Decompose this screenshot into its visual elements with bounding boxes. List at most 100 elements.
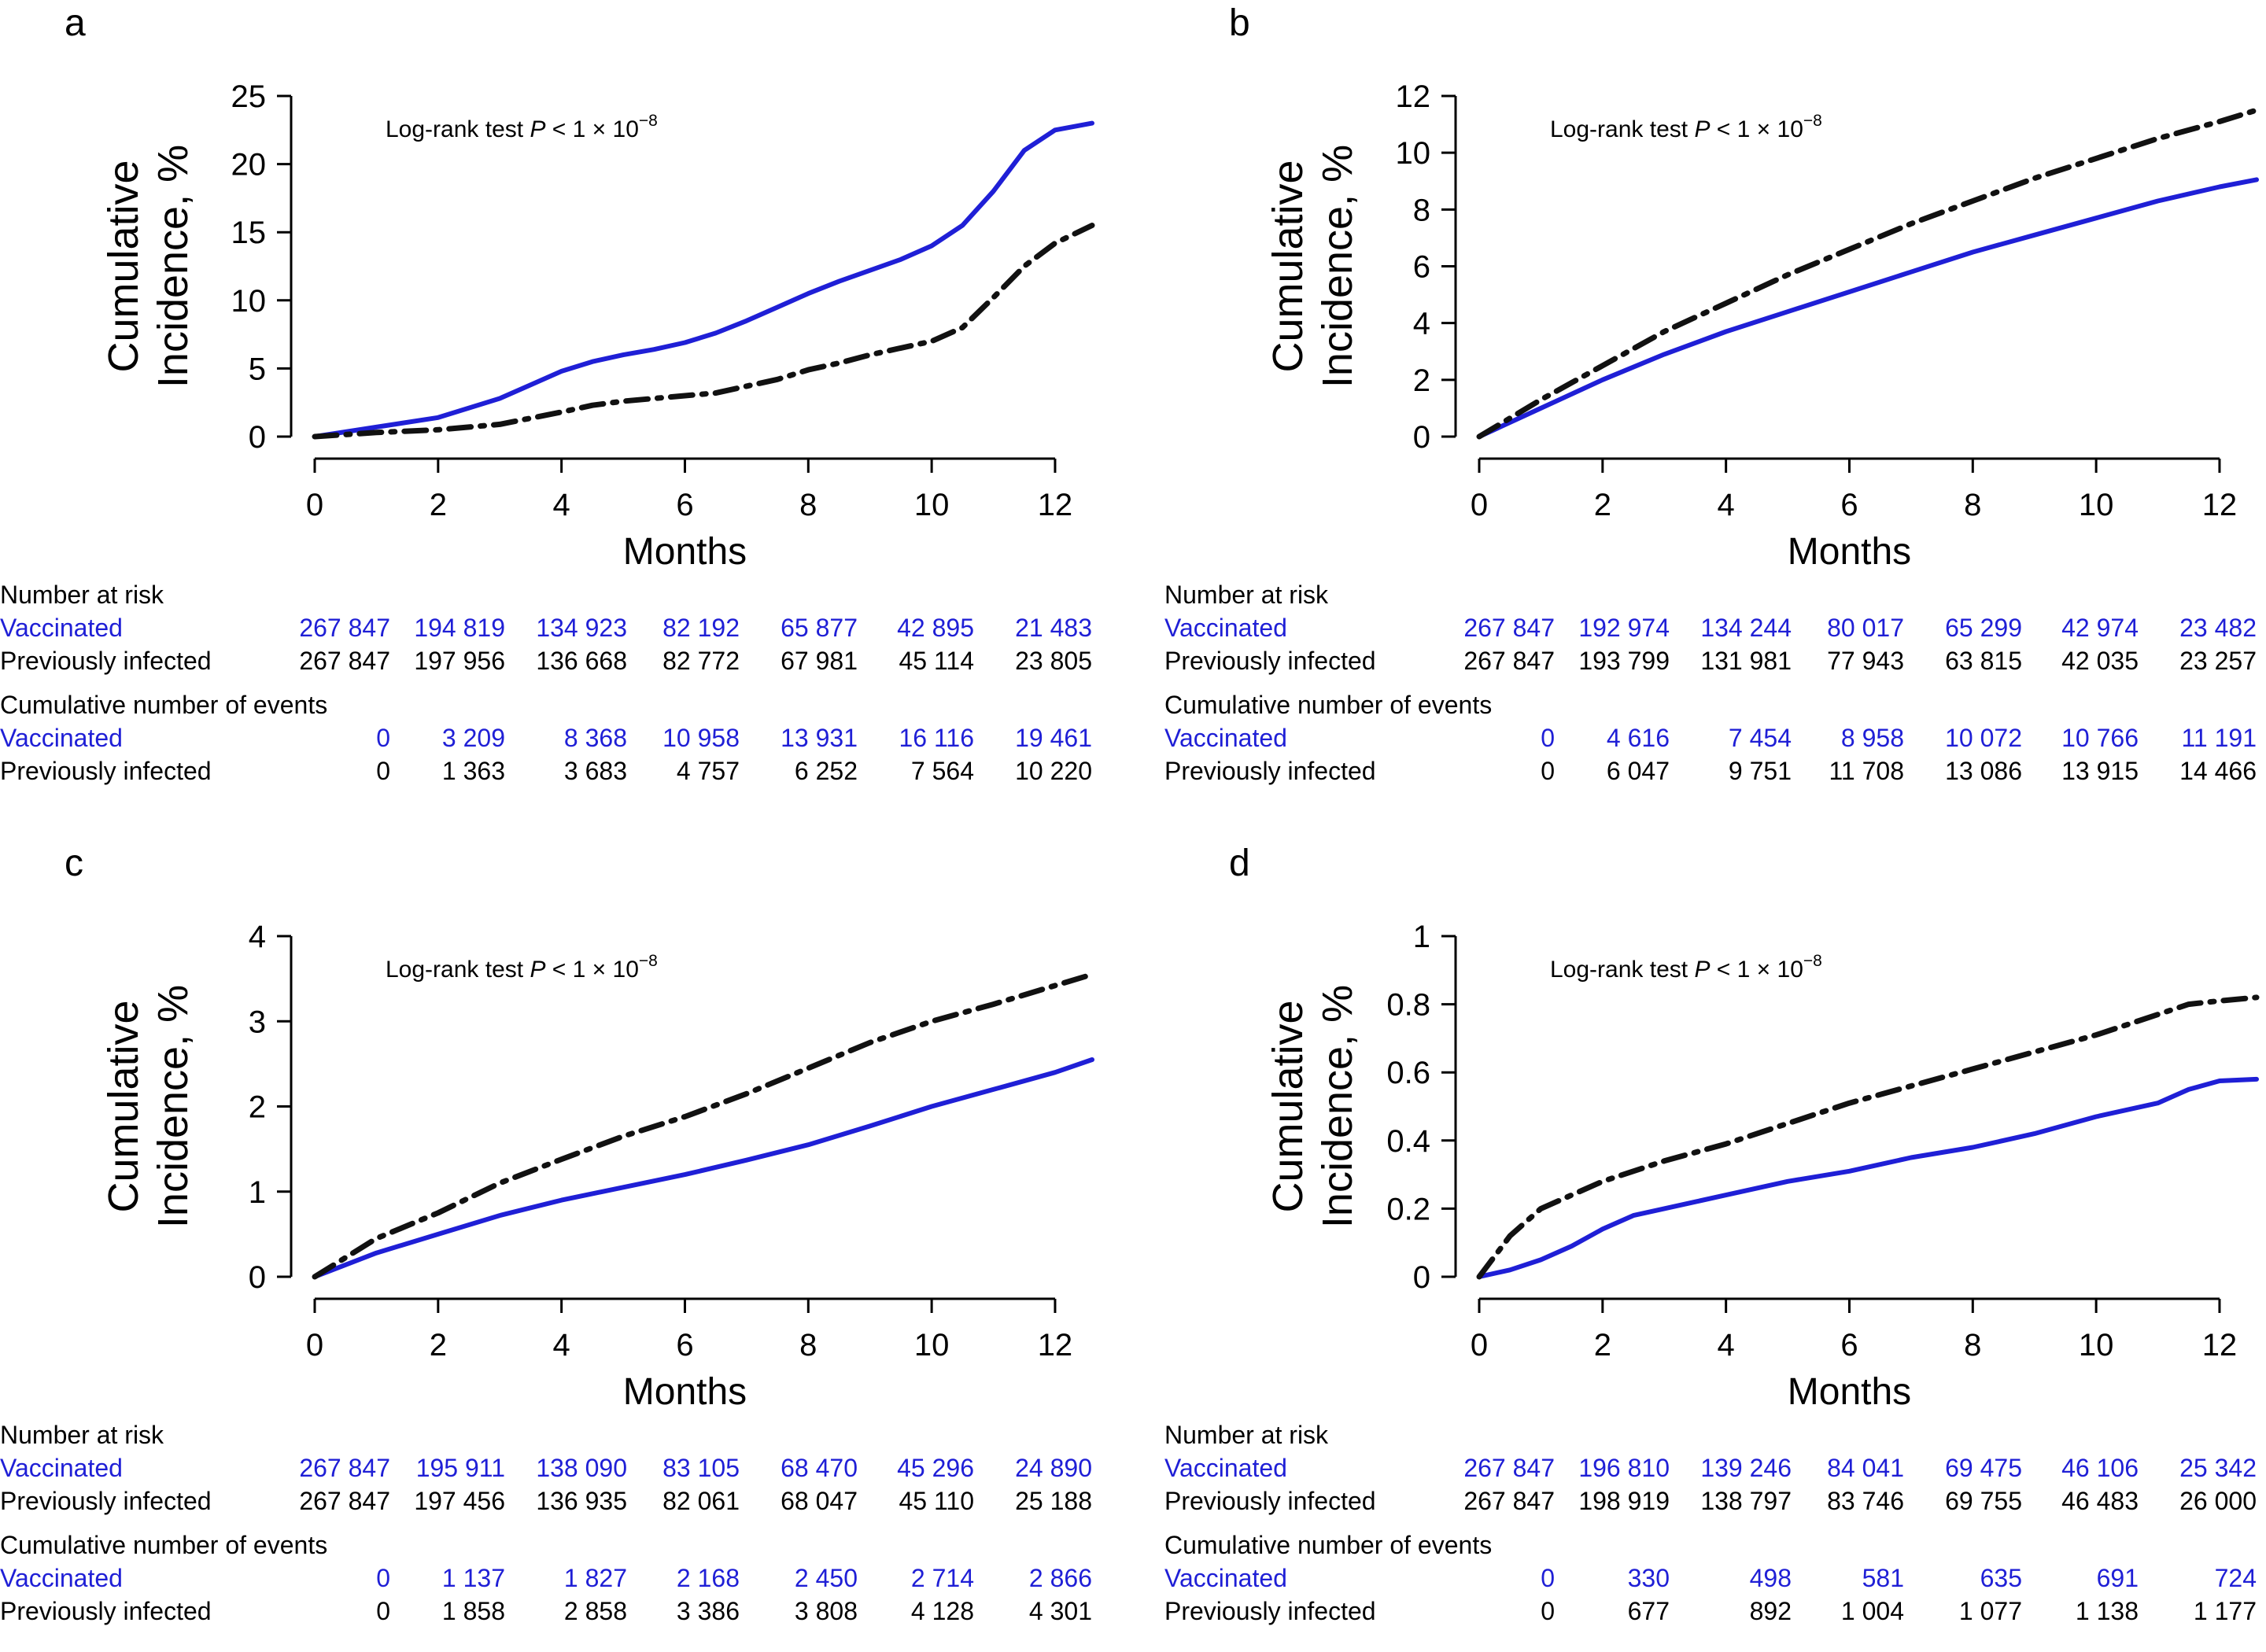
y-axis-label-line2: Incidence, % [149,145,197,388]
table-cell: 16 116 [899,724,975,752]
x-tick-label: 4 [553,1328,570,1363]
table-cell: 46 106 [2061,1454,2139,1482]
x-tick-label: 6 [1840,1328,1858,1363]
table-cell: 2 714 [910,1564,974,1592]
y-tick-label: 2 [1413,363,1430,398]
table-cell: 1 858 [441,1597,505,1625]
table-cell: 134 244 [1700,614,1792,642]
number-at-risk-title: Number at risk [1164,581,1329,609]
x-tick-label: 8 [799,1328,817,1363]
y-axis-label-line2: Incidence, % [1314,985,1361,1228]
table-cell: 892 [1749,1597,1792,1625]
x-tick-label: 8 [1964,1328,1981,1363]
y-tick-label: 1 [1413,920,1430,954]
y-tick-label: 3 [249,1005,266,1039]
table-cell: 677 [1627,1597,1670,1625]
x-tick-label: 0 [306,488,323,522]
y-tick-label: 12 [1396,79,1431,114]
y-tick-label: 2 [249,1090,266,1125]
table-cell: 45 114 [899,647,975,675]
table-cell: 267 847 [299,614,390,642]
y-axis-label-line1: Cumulative [1264,1000,1312,1212]
row-label: Previously infected [1164,1487,1376,1515]
table-cell: 724 [2214,1564,2257,1592]
number-at-risk-title: Number at risk [0,1421,164,1449]
x-tick-label: 4 [1718,488,1735,522]
y-tick-label: 20 [231,148,267,183]
table-cell: 77 943 [1827,647,1904,675]
series-line-vaccinated [1477,177,2259,439]
panel-letter: d [1229,843,1250,884]
table-cell: 7 564 [910,757,974,785]
x-tick-label: 10 [2079,488,2114,522]
row-label: Previously infected [1164,757,1376,785]
x-axis-label: Months [1788,1371,1911,1413]
table-cell: 0 [1541,1564,1555,1592]
series-line-previously-infected [1476,107,2260,440]
table-cell: 0 [1541,724,1555,752]
table-cell: 0 [376,1564,390,1592]
log-rank-annotation: Log-rank test P < 1 × 10−8 [1550,112,1822,142]
table-cell: 10 072 [1945,724,2022,752]
series-line-previously-infected [312,223,1095,440]
panel-letter: a [65,2,86,44]
table-cell: 4 128 [910,1597,974,1625]
table-cell: 82 772 [662,647,740,675]
table-cell: 23 805 [1015,647,1092,675]
y-tick-label: 5 [249,352,266,386]
row-label: Vaccinated [0,724,123,752]
table-cell: 10 766 [2061,724,2139,752]
x-tick-label: 6 [676,1328,693,1363]
chart-a: 0 5 10 15 20 25 0 2 4 6 8 10 12 Months Cumulative Incid… [100,79,1095,573]
x-tick-label: 12 [2202,1328,2238,1363]
table-cell: 1 004 [1840,1597,1904,1625]
table-cell: 21 483 [1015,614,1092,642]
x-tick-label: 8 [1964,488,1981,522]
table-cell: 4 301 [1028,1597,1092,1625]
x-axis-label: Months [623,1371,747,1413]
table-cell: 3 386 [676,1597,740,1625]
table-cell: 139 246 [1700,1454,1792,1482]
x-tick-label: 12 [1038,1328,1073,1363]
x-tick-label: 4 [553,488,570,522]
events-title: Cumulative number of events [0,1531,328,1559]
table-cell: 267 847 [1463,614,1555,642]
panel-letter: b [1229,2,1250,44]
x-tick-label: 12 [2202,488,2238,522]
y-tick-label: 0 [1413,1260,1430,1295]
table-cell: 193 799 [1578,647,1670,675]
table-cell: 3 808 [794,1597,858,1625]
panel-c: c 0 1 2 3 4 0 2 4 6 8 10 12 Months Cumulative Incidence… [0,840,1133,1652]
table-cell: 498 [1749,1564,1792,1592]
table-cell: 82 192 [662,614,740,642]
log-rank-annotation: Log-rank test P < 1 × 10−8 [386,112,658,142]
panel-b: b 0 2 4 6 8 10 12 0 2 4 6 8 10 12 Months Cumulative Incid… [1164,0,2266,812]
panel-letter: c [65,843,83,884]
x-tick-label: 12 [1038,488,1073,522]
table-cell: 581 [1862,1564,1904,1592]
x-tick-label: 2 [1594,488,1611,522]
table-cell: 195 911 [415,1454,505,1482]
table-cell: 1 177 [2193,1597,2257,1625]
x-tick-label: 0 [1471,488,1488,522]
x-tick-label: 8 [799,488,817,522]
y-axis-label-line1: Cumulative [1264,160,1312,372]
y-tick-label: 0.2 [1386,1192,1430,1226]
y-tick-label: 8 [1413,193,1430,227]
table-cell: 7 454 [1728,724,1792,752]
table-cell: 23 257 [2179,647,2257,675]
series-line-previously-infected [312,972,1095,1280]
table-cell: 63 815 [1945,647,2022,675]
table-cell: 267 847 [1463,1454,1555,1482]
table-cell: 134 923 [536,614,627,642]
x-tick-label: 10 [914,1328,950,1363]
series-line-vaccinated [1477,1076,2259,1279]
table-cell: 13 915 [2061,757,2139,785]
x-tick-label: 4 [1718,1328,1735,1363]
x-tick-label: 10 [2079,1328,2114,1363]
events-title: Cumulative number of events [0,691,328,719]
row-label: Previously infected [0,1487,212,1515]
table-cell: 83 746 [1827,1487,1904,1515]
table-cell: 14 466 [2179,757,2257,785]
table-cell: 6 047 [1606,757,1670,785]
